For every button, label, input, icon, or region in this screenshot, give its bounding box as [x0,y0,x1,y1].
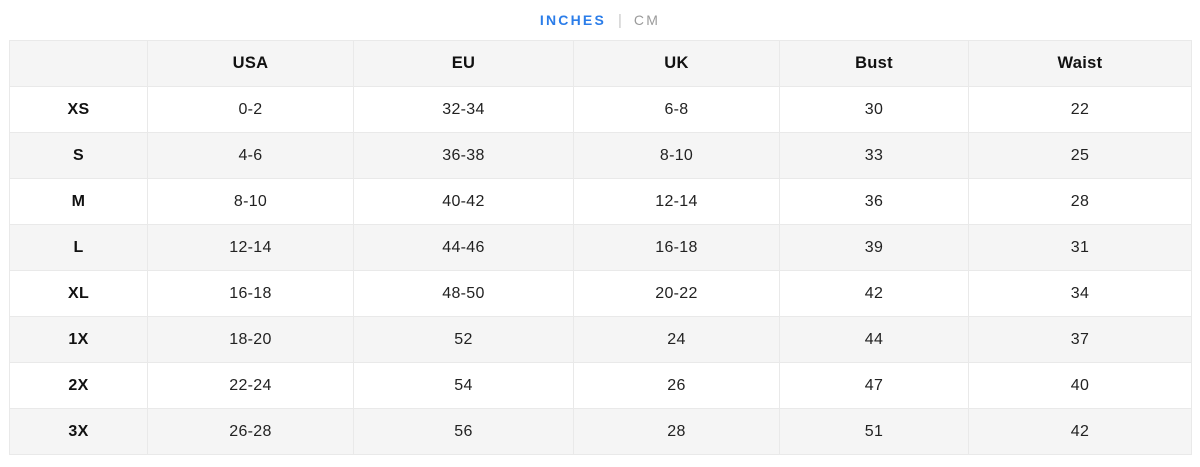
unit-inches-button[interactable]: INCHES [539,12,606,28]
size-label-cell: L [9,224,148,271]
uk-cell: 12-14 [573,178,780,225]
size-label-cell: XS [9,86,148,133]
usa-cell: 8-10 [147,178,354,225]
uk-cell: 24 [573,316,780,363]
eu-cell: 48-50 [353,270,574,317]
column-header-size [9,40,148,87]
table-row-xs: XS 0-2 32-34 6-8 30 22 [9,86,1192,133]
usa-cell: 12-14 [147,224,354,271]
usa-cell: 4-6 [147,132,354,179]
bust-cell: 36 [779,178,969,225]
table-row-3x: 3X 26-28 56 28 51 42 [9,408,1192,455]
eu-cell: 44-46 [353,224,574,271]
uk-cell: 8-10 [573,132,780,179]
bust-cell: 44 [779,316,969,363]
unit-toggle: INCHES | CM [0,0,1200,40]
eu-cell: 52 [353,316,574,363]
bust-cell: 47 [779,362,969,409]
size-label-cell: XL [9,270,148,317]
unit-separator: | [618,11,622,29]
column-header-uk: UK [573,40,780,87]
waist-cell: 28 [968,178,1192,225]
table-row-m: M 8-10 40-42 12-14 36 28 [9,178,1192,225]
waist-cell: 34 [968,270,1192,317]
column-header-bust: Bust [779,40,969,87]
bust-cell: 42 [779,270,969,317]
size-label-cell: 1X [9,316,148,363]
usa-cell: 18-20 [147,316,354,363]
eu-cell: 56 [353,408,574,455]
waist-cell: 25 [968,132,1192,179]
uk-cell: 16-18 [573,224,780,271]
bust-cell: 30 [779,86,969,133]
eu-cell: 54 [353,362,574,409]
size-chart-table: USA EU UK Bust Waist XS 0-2 32-34 6-8 30… [9,40,1192,455]
bust-cell: 51 [779,408,969,455]
usa-cell: 26-28 [147,408,354,455]
size-label-cell: 3X [9,408,148,455]
waist-cell: 40 [968,362,1192,409]
uk-cell: 20-22 [573,270,780,317]
size-label-cell: 2X [9,362,148,409]
size-label-cell: M [9,178,148,225]
bust-cell: 39 [779,224,969,271]
waist-cell: 37 [968,316,1192,363]
column-header-usa: USA [147,40,354,87]
usa-cell: 0-2 [147,86,354,133]
usa-cell: 16-18 [147,270,354,317]
unit-cm-button[interactable]: CM [633,12,661,28]
table-row-xl: XL 16-18 48-50 20-22 42 34 [9,270,1192,317]
table-row-l: L 12-14 44-46 16-18 39 31 [9,224,1192,271]
bust-cell: 33 [779,132,969,179]
column-header-waist: Waist [968,40,1192,87]
column-header-eu: EU [353,40,574,87]
waist-cell: 31 [968,224,1192,271]
uk-cell: 28 [573,408,780,455]
waist-cell: 22 [968,86,1192,133]
waist-cell: 42 [968,408,1192,455]
size-label-cell: S [9,132,148,179]
uk-cell: 6-8 [573,86,780,133]
eu-cell: 40-42 [353,178,574,225]
table-row-s: S 4-6 36-38 8-10 33 25 [9,132,1192,179]
table-row-2x: 2X 22-24 54 26 47 40 [9,362,1192,409]
header-row: USA EU UK Bust Waist [9,40,1192,87]
eu-cell: 32-34 [353,86,574,133]
uk-cell: 26 [573,362,780,409]
table-row-1x: 1X 18-20 52 24 44 37 [9,316,1192,363]
usa-cell: 22-24 [147,362,354,409]
eu-cell: 36-38 [353,132,574,179]
